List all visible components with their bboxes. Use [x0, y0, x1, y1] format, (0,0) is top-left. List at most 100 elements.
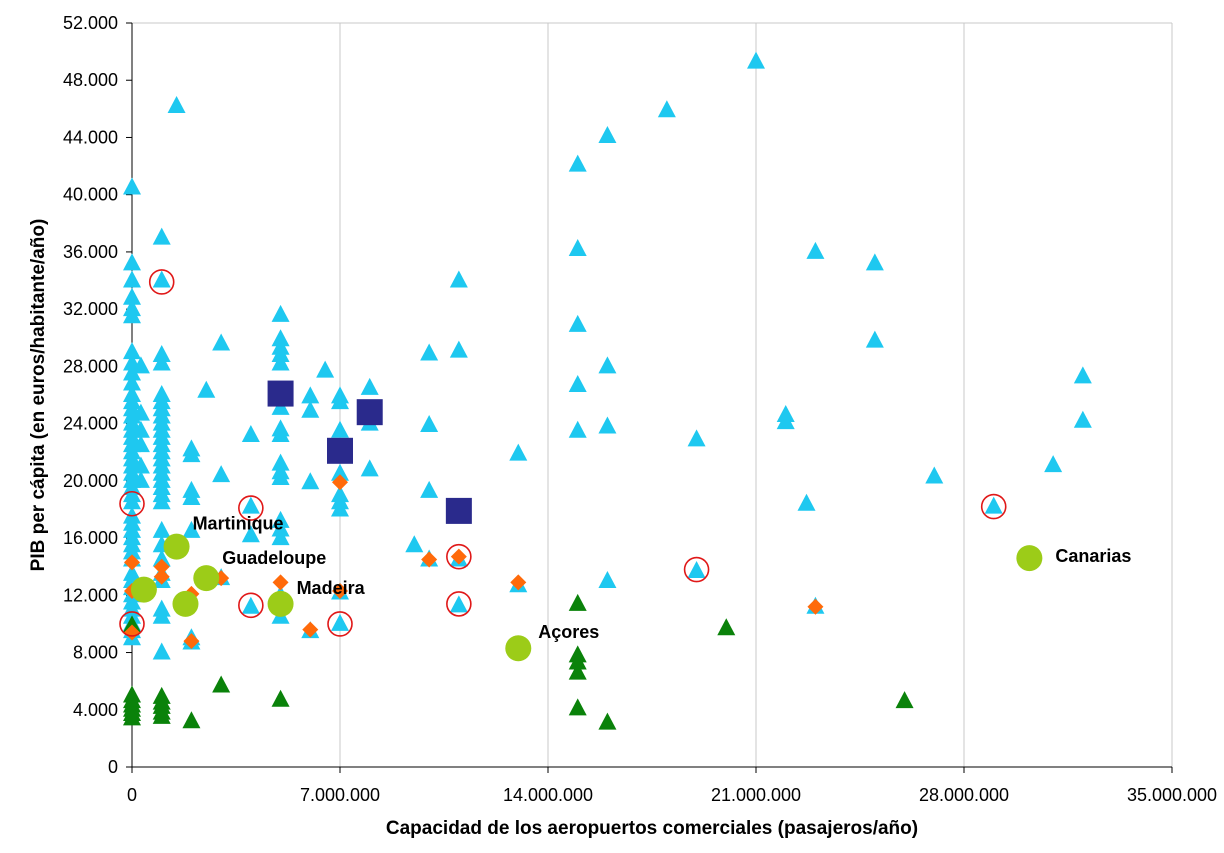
- data-point-triangle-light: [797, 493, 816, 511]
- data-point-triangle-light: [123, 177, 141, 195]
- data-point-triangle-light: [420, 480, 439, 498]
- data-point-triangle-light: [241, 596, 260, 614]
- data-point-triangle-light: [420, 343, 439, 361]
- data-point-triangle-light: [331, 613, 349, 631]
- data-point-triangle-light: [271, 344, 290, 362]
- data-point-circle: [267, 590, 294, 617]
- data-point-triangle-light: [568, 239, 587, 257]
- data-point-triangle-light: [747, 51, 765, 69]
- data-point-triangle-dark: [598, 712, 617, 730]
- data-point-triangle-light: [131, 356, 150, 374]
- data-point-diamond: [332, 583, 348, 600]
- data-point-triangle-light: [152, 270, 171, 288]
- x-tick-label: 14.000.000: [503, 785, 593, 805]
- data-point-triangle-light: [123, 270, 141, 288]
- y-tick-label: 24.000: [63, 414, 118, 434]
- region-label: Guadeloupe: [222, 548, 326, 568]
- data-point-triangle-dark: [123, 708, 141, 726]
- data-point-triangle-light: [301, 386, 320, 404]
- data-point-triangle-dark: [182, 711, 201, 729]
- data-point-triangle-light: [123, 373, 141, 391]
- x-tick-label: 21.000.000: [711, 785, 801, 805]
- data-point-triangle-light: [865, 330, 884, 348]
- data-point-triangle-light: [1073, 410, 1092, 428]
- x-tick-label: 0: [127, 785, 137, 805]
- x-tick-label: 28.000.000: [919, 785, 1009, 805]
- data-point-triangle-light: [687, 429, 706, 447]
- data-point-triangle-light: [331, 392, 349, 410]
- data-points: [119, 51, 1092, 730]
- y-tick-label: 0: [108, 757, 118, 777]
- data-point-triangle-light: [212, 333, 231, 351]
- region-labels: Martinique Guadeloupe Madeira Açores Canaria…: [193, 514, 1132, 643]
- data-point-diamond: [421, 551, 438, 568]
- data-point-triangle-light: [301, 400, 320, 418]
- data-point-triangle-light: [598, 416, 617, 434]
- data-point-circle: [193, 565, 220, 592]
- data-point-diamond: [332, 474, 348, 491]
- y-tick-label: 52.000: [63, 13, 118, 33]
- data-point-triangle-light: [405, 535, 424, 553]
- data-point-diamond: [124, 554, 140, 571]
- y-tick-label: 12.000: [63, 585, 118, 605]
- y-tick-label: 8.000: [73, 643, 118, 663]
- data-point-diamond: [272, 574, 289, 591]
- data-point-ring: [683, 556, 710, 583]
- data-point-triangle-light: [449, 270, 468, 288]
- data-point-triangle-light: [152, 344, 171, 362]
- data-point-triangle-light: [568, 154, 587, 172]
- data-point-circle: [163, 533, 190, 560]
- data-point-triangle-light: [152, 227, 171, 245]
- data-point-triangle-dark: [568, 698, 587, 716]
- data-point-diamond: [153, 568, 170, 585]
- data-point-triangle-light: [182, 445, 201, 463]
- y-tick-label: 16.000: [63, 528, 118, 548]
- data-point-diamond: [153, 558, 170, 575]
- y-tick-labels: 0 4.000 8.000 12.000 16.000 20.000 24.000 28.00…: [63, 13, 118, 777]
- data-point-triangle-light: [271, 353, 290, 371]
- data-point-circle: [172, 590, 199, 617]
- data-point-triangle-light: [865, 253, 884, 271]
- data-point-triangle-light: [241, 525, 260, 543]
- data-point-triangle-light: [449, 340, 468, 358]
- data-point-triangle-light: [568, 420, 587, 438]
- data-point-triangle-light: [131, 456, 150, 474]
- data-point-triangle-light: [657, 100, 676, 118]
- data-point-triangle-light: [123, 287, 141, 305]
- y-tick-label: 48.000: [63, 70, 118, 90]
- data-point-triangle-light: [776, 412, 795, 430]
- data-point-ring: [446, 543, 472, 570]
- y-tick-label: 36.000: [63, 242, 118, 262]
- data-point-triangle-light: [131, 420, 150, 438]
- data-point-triangle-light: [360, 459, 379, 477]
- data-point-square: [327, 437, 353, 464]
- data-point-ring: [327, 611, 353, 637]
- data-point-triangle-dark: [568, 593, 587, 611]
- data-point-triangle-light: [271, 528, 290, 546]
- data-point-diamond: [807, 598, 824, 615]
- data-point-ring: [119, 611, 145, 637]
- data-point-triangle-light: [152, 353, 171, 371]
- data-point-diamond: [510, 574, 527, 591]
- data-point-ring: [238, 495, 264, 521]
- data-point-circle: [505, 635, 532, 662]
- data-point-diamond: [302, 621, 319, 638]
- data-point-ring: [238, 592, 264, 619]
- data-point-triangle-light: [197, 380, 216, 398]
- data-point-triangle-light: [241, 425, 260, 443]
- data-point-diamond: [124, 624, 140, 641]
- data-point-triangle-light: [271, 510, 290, 528]
- data-point-ring: [119, 490, 145, 517]
- data-point-triangle-light: [152, 549, 171, 567]
- data-point-triangle-light: [131, 403, 150, 421]
- data-point-triangle-light: [420, 415, 439, 433]
- x-tick-label: 35.000.000: [1127, 785, 1217, 805]
- data-point-triangle-light: [568, 314, 587, 332]
- data-point-square: [356, 399, 383, 426]
- data-point-ring: [980, 493, 1007, 520]
- y-axis-title: PIB per cápita (en euros/habitante/año): [28, 219, 49, 572]
- data-point-square: [445, 497, 472, 524]
- data-point-triangle-light: [271, 519, 290, 537]
- data-point-circle: [1016, 545, 1043, 572]
